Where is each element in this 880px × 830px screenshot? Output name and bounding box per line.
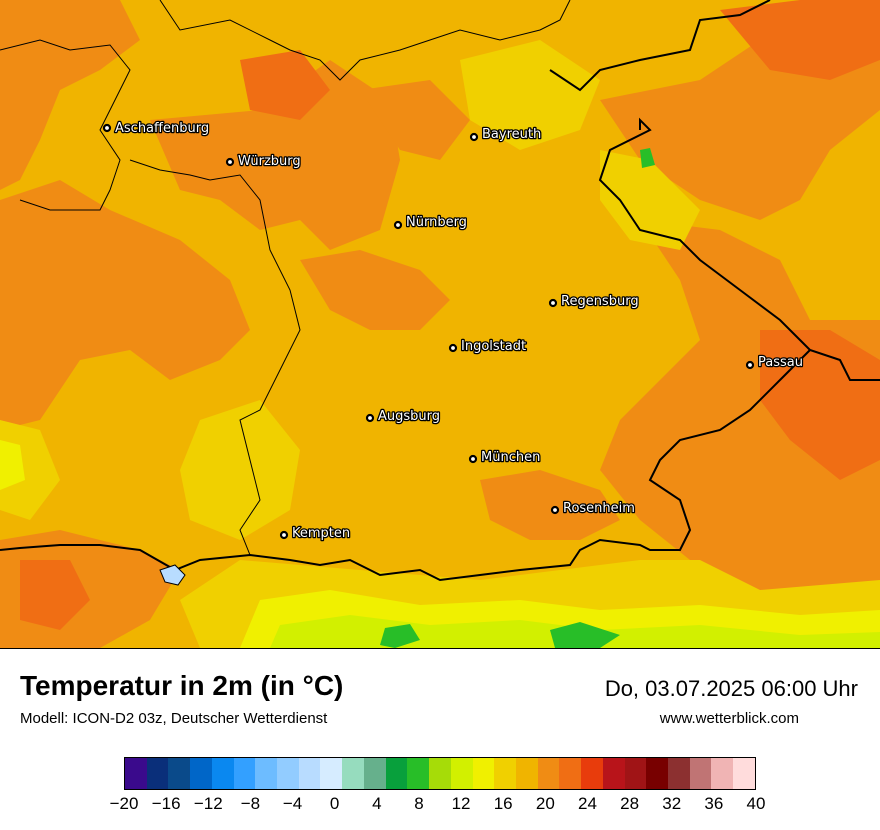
legend-swatch [342, 758, 364, 789]
city-wuerzburg[interactable]: Würzburg [225, 153, 302, 170]
city-label: Rosenheim [563, 501, 635, 516]
city-dot [393, 220, 403, 230]
legend-swatch [146, 758, 169, 789]
legend-tick-label: 36 [704, 794, 724, 813]
legend-tick-label: −4 [282, 794, 303, 813]
legend-swatch [515, 758, 538, 789]
temperature-map[interactable]: Aschaffenburg Würzburg Bayreuth Nürnberg… [0, 0, 880, 649]
city-label: Kempten [292, 526, 350, 541]
legend-swatch [494, 758, 516, 789]
city-label: Aschaffenburg [115, 121, 209, 136]
legend-tick-label: −20 [109, 794, 139, 813]
city-dot [550, 505, 560, 515]
legend-swatch [559, 758, 582, 789]
legend-swatch [211, 758, 234, 789]
legend-tick-label: 20 [535, 794, 555, 813]
city-passau[interactable]: Passau [745, 354, 804, 371]
legend-tick-label: 4 [372, 794, 382, 813]
legend-swatch [168, 758, 191, 789]
temperature-field-hot [20, 0, 880, 630]
city-ingolstadt[interactable]: Ingolstadt [448, 338, 527, 355]
legend-swatch [320, 758, 343, 789]
legend-swatch [472, 758, 495, 789]
legend-swatch [190, 758, 212, 789]
legend-tick-label: 40 [746, 794, 766, 813]
city-label: Würzburg [238, 154, 301, 169]
city-muenchen[interactable]: München [468, 449, 542, 466]
legend-swatch [667, 758, 690, 789]
city-bayreuth[interactable]: Bayreuth [469, 126, 543, 143]
temperature-field-cold [380, 148, 655, 648]
city-kempten[interactable]: Kempten [279, 525, 351, 542]
city-dot [279, 530, 289, 540]
city-dot [448, 343, 458, 353]
city-dot [102, 123, 112, 133]
city-label: Bayreuth [482, 127, 541, 142]
legend-swatch [429, 758, 451, 789]
legend-swatch [602, 758, 625, 789]
city-rosenheim[interactable]: Rosenheim [550, 500, 636, 517]
legend-tick-label: 16 [493, 794, 513, 813]
legend-tick-label: −8 [240, 794, 261, 813]
legend-tick-label: 28 [620, 794, 640, 813]
color-scale-ticks: −20 −16 −12 −8 −4 0 4 8 12 16 20 24 28 32 36 40 [110, 794, 766, 818]
legend-tick-label: −12 [193, 794, 223, 813]
city-aschaffenburg[interactable]: Aschaffenburg [102, 120, 210, 137]
legend-tick-label: 24 [577, 794, 597, 813]
lake [159, 564, 186, 586]
legend-swatch [363, 758, 386, 789]
legend-tick-label: −16 [151, 794, 181, 813]
legend-swatch [450, 758, 473, 789]
legend-swatch [255, 758, 278, 789]
city-regensburg[interactable]: Regensburg [548, 293, 640, 310]
region-borders [0, 0, 571, 556]
legend-swatch [233, 758, 256, 789]
city-label: Regensburg [561, 294, 639, 309]
website-link[interactable]: www.wetterblick.com [659, 710, 799, 727]
city-label: München [481, 450, 540, 465]
color-scale-legend [124, 757, 756, 790]
legend-tick-label: 32 [662, 794, 682, 813]
city-label: Augsburg [378, 409, 440, 424]
city-augsburg[interactable]: Augsburg [365, 408, 441, 425]
city-label: Ingolstadt [461, 339, 526, 354]
legend-swatch [298, 758, 321, 789]
legend-swatch [407, 758, 430, 789]
city-dot [468, 454, 478, 464]
legend-tick-label: 8 [414, 794, 424, 813]
legend-swatch [125, 758, 147, 789]
legend-tick-label: 12 [451, 794, 471, 813]
city-dot [548, 298, 558, 308]
city-dot [365, 413, 375, 423]
city-dot [225, 157, 235, 167]
city-nuernberg[interactable]: Nürnberg [393, 214, 468, 231]
legend-swatch [385, 758, 408, 789]
legend-swatch [689, 758, 712, 789]
legend-swatch [537, 758, 560, 789]
legend-swatch [581, 758, 603, 789]
map-canvas: Aschaffenburg Würzburg Bayreuth Nürnberg… [0, 0, 880, 648]
legend-tick-label: 0 [329, 794, 340, 813]
legend-swatch [733, 758, 755, 789]
city-dot [745, 360, 755, 370]
model-source: Modell: ICON-D2 03z, Deutscher Wetterdie… [20, 710, 328, 727]
city-label: Nürnberg [406, 215, 467, 230]
legend-swatch [646, 758, 668, 789]
legend-swatch [624, 758, 647, 789]
city-markers: Aschaffenburg Würzburg Bayreuth Nürnberg… [102, 120, 804, 542]
forecast-datetime: Do, 03.07.2025 06:00 Uhr [604, 676, 858, 701]
city-dot [469, 132, 479, 142]
legend-swatch [711, 758, 734, 789]
legend-swatch [277, 758, 299, 789]
map-title: Temperatur in 2m (in °C) [20, 670, 344, 701]
city-label: Passau [758, 355, 803, 370]
